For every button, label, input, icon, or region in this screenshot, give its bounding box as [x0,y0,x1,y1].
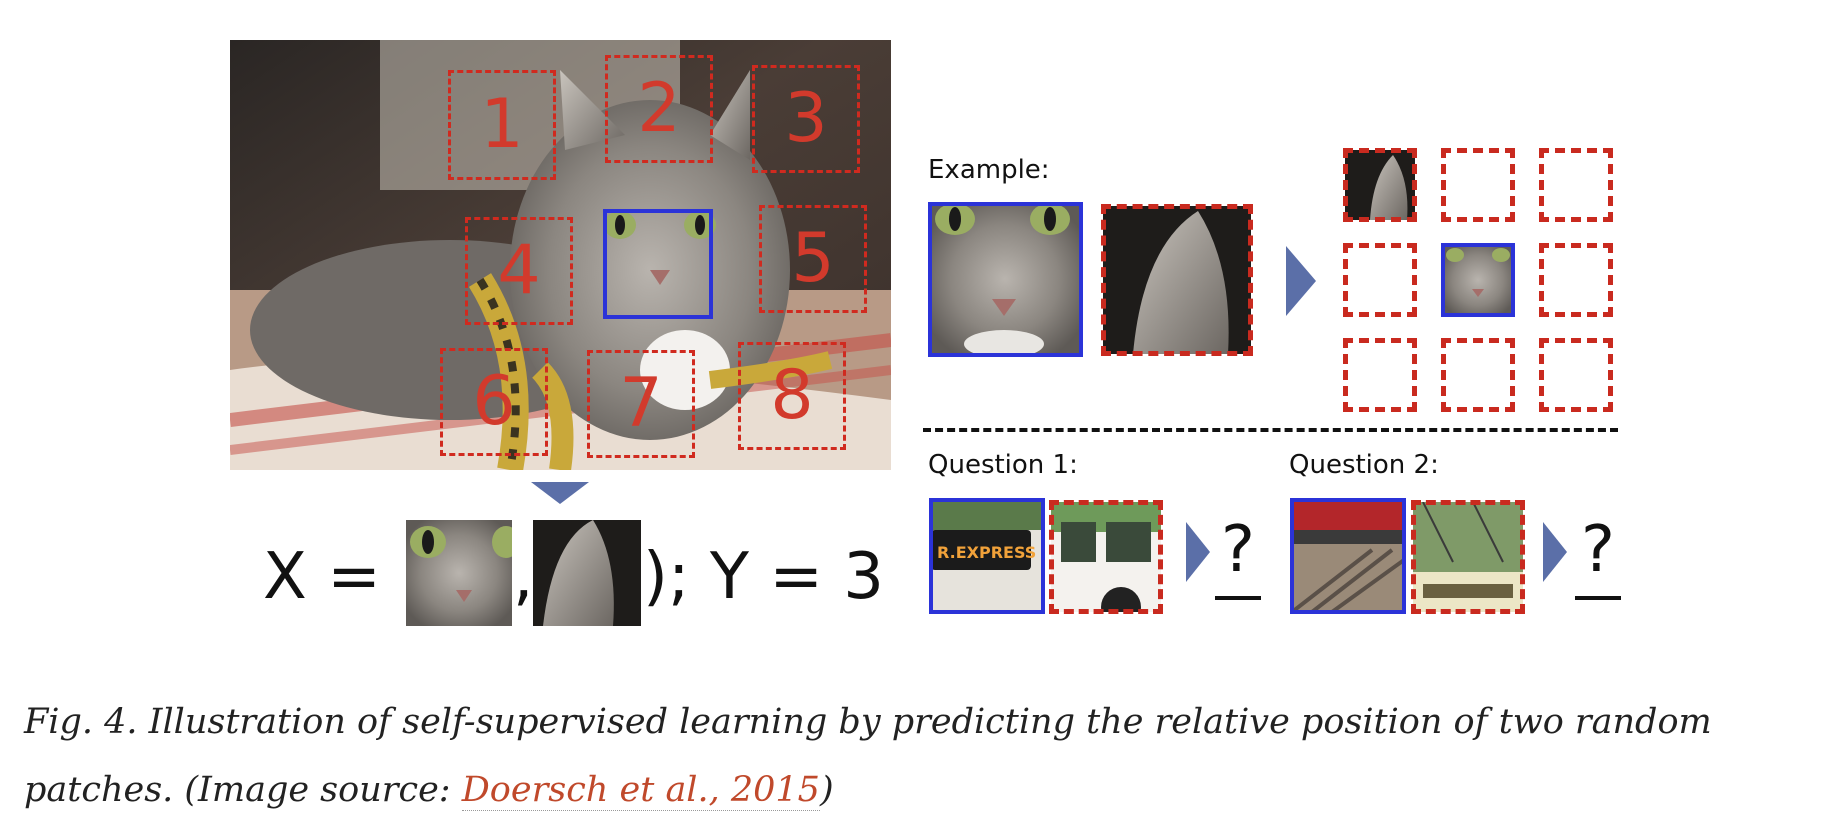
figure: 1 2 3 4 5 6 7 8 X = ( , ); Y = 3 Example… [203,0,1634,680]
figure-caption: Fig. 4. Illustration of self-supervised … [24,688,1804,824]
patch-number: 6 [472,362,516,441]
equation-prefix: X = ( [263,540,427,614]
grid-cell-6 [1539,243,1613,317]
example-center-patch [930,204,1080,354]
caption-suffix: ) [819,770,834,810]
down-arrow-icon [531,482,589,504]
question2-blue-border [1290,498,1406,614]
grid-cell-3 [1539,148,1613,222]
example-center-border [928,202,1083,357]
equation-suffix: ); Y = 3 [643,540,884,614]
question2-train-patch [1292,500,1404,612]
grid-cell-7 [1343,338,1417,412]
question2-mark: ? [1581,513,1615,587]
patch-3: 3 [752,65,860,173]
patch-number: 7 [619,364,663,443]
patch-5: 5 [759,205,867,313]
right-arrow-icon [1286,246,1316,316]
example-label: Example: [928,155,1050,185]
equation-center-patch [406,520,512,626]
question1-mark: ? [1221,513,1255,587]
patch-2: 2 [605,55,713,163]
question1-bus-sign-patch: R.EXPRESS [931,500,1043,612]
grid-cell-4 [1343,243,1417,317]
patch-number: 1 [480,85,524,164]
caption-text: Fig. 4. Illustration of self-supervised … [24,702,1712,810]
equation-ear-patch [533,520,641,626]
patch-number: 4 [497,231,541,310]
patch-8: 8 [738,342,846,450]
grid-cell-9 [1539,338,1613,412]
question1-bus-patch [1051,502,1161,612]
example-ear-border [1101,204,1253,356]
question2-tram-patch [1413,502,1523,612]
grid-ear-patch [1345,150,1415,220]
question1-blank [1215,596,1261,600]
patch-1: 1 [448,70,556,180]
patch-number: 2 [637,69,681,148]
question1-label: Question 1: [928,450,1078,480]
cat-photo [230,40,891,470]
grid-cell-2 [1441,148,1515,222]
section-divider [923,428,1618,432]
center-patch [603,209,713,319]
grid-center-patch [1443,245,1513,315]
question2-arrow-icon [1543,522,1567,582]
question2-label: Question 2: [1289,450,1439,480]
bus-sign-text: R.EXPRESS [937,543,1036,562]
patch-number: 3 [784,79,828,158]
patch-7: 7 [587,350,695,458]
question1-blue-border [929,498,1045,614]
question2-blank [1575,596,1621,600]
caption-source-link[interactable]: Doersch et al., 2015 [461,770,820,811]
question1-red-border [1049,500,1163,614]
example-ear-patch [1103,206,1251,354]
patch-4: 4 [465,217,573,325]
grid-cell-8 [1441,338,1515,412]
patch-number: 5 [791,219,835,298]
equation-comma: , [513,540,534,614]
patch-6: 6 [440,348,548,456]
grid-cell-5 [1441,243,1515,317]
question2-red-border [1411,500,1525,614]
question1-arrow-icon [1186,522,1210,582]
grid-cell-1 [1343,148,1417,222]
patch-number: 8 [770,356,814,435]
